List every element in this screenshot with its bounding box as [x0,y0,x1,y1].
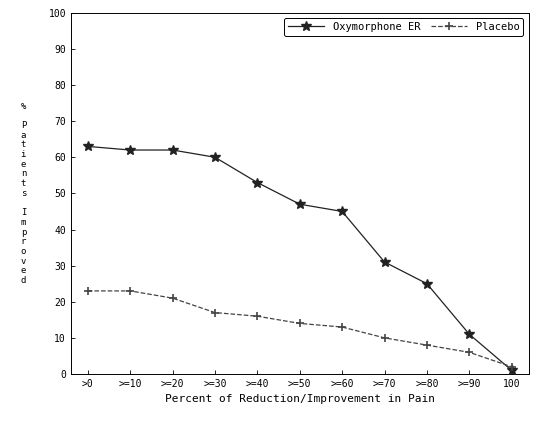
Placebo [466,350,473,355]
Oxymorphone ER [296,202,303,207]
Oxymorphone ER [339,209,346,214]
Oxymorphone ER [382,259,388,264]
Placebo [169,296,176,301]
Line: Placebo: Placebo [83,287,516,371]
Oxymorphone ER [169,147,176,153]
Oxymorphone ER [84,144,91,149]
Y-axis label: %
 
P
a
t
i
e
n
t
s
 
I
m
p
r
o
v
e
d: % P a t i e n t s I m p r o v e d [21,102,26,285]
Placebo [211,310,218,315]
Oxymorphone ER [254,180,261,185]
X-axis label: Percent of Reduction/Improvement in Pain: Percent of Reduction/Improvement in Pain [165,394,435,405]
Oxymorphone ER [423,281,430,286]
Placebo [127,288,134,293]
Oxymorphone ER [466,332,473,337]
Oxymorphone ER [127,147,134,153]
Oxymorphone ER [211,155,218,160]
Legend: Oxymorphone ER, Placebo: Oxymorphone ER, Placebo [284,18,523,36]
Placebo [84,288,91,293]
Placebo [339,325,346,330]
Placebo [382,335,388,340]
Placebo [254,314,261,319]
Placebo [508,364,515,369]
Line: Oxymorphone ER: Oxymorphone ER [83,142,517,375]
Placebo [423,343,430,348]
Placebo [296,321,303,326]
Oxymorphone ER [508,368,515,373]
